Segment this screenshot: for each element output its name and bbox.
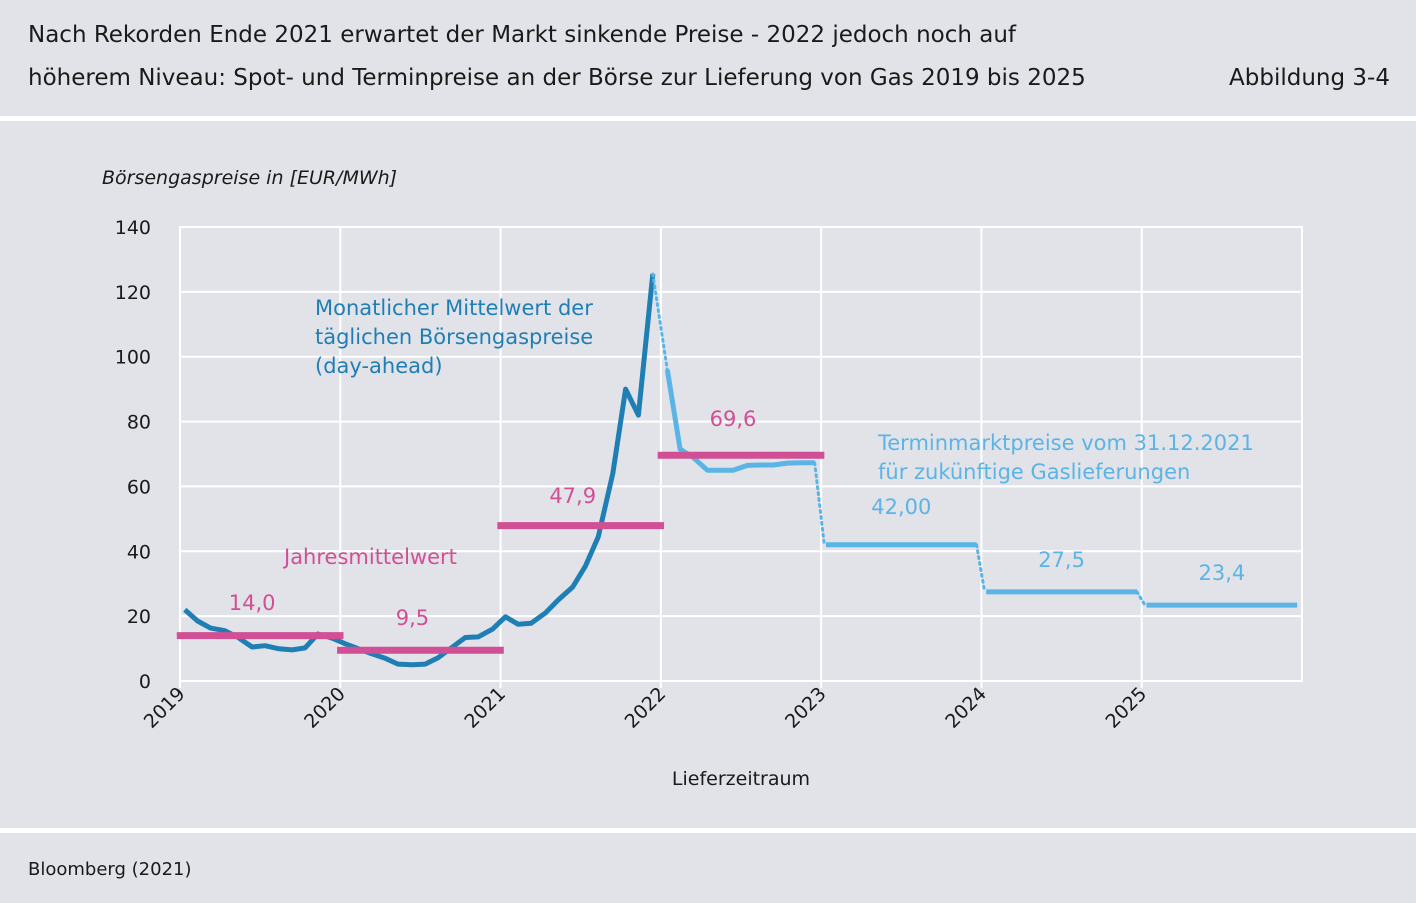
x-tick-label: 2025 xyxy=(1101,683,1151,733)
forward-series-annotation: Terminmarktpreise vom 31.12.2021 xyxy=(877,431,1254,455)
spot-series-annotation: täglichen Börsengaspreise xyxy=(315,325,593,349)
forward-connector xyxy=(813,461,826,547)
y-tick-label: 120 xyxy=(115,282,151,304)
y-tick-label: 40 xyxy=(127,541,151,563)
x-tick-label: 2022 xyxy=(621,683,671,733)
x-tick-label: 2023 xyxy=(781,683,831,733)
header: Nach Rekorden Ende 2021 erwartet der Mar… xyxy=(0,0,1416,116)
x-tick-label: 2020 xyxy=(300,683,350,733)
x-axis-label: Lieferzeitraum xyxy=(672,768,810,790)
forward-connector xyxy=(651,272,669,372)
y-tick-label: 80 xyxy=(127,412,151,434)
forward-yearly-label: 23,4 xyxy=(1198,561,1245,585)
y-tick-label: 60 xyxy=(127,476,151,498)
forward-connector xyxy=(975,543,987,594)
y-tick-label: 20 xyxy=(127,606,151,628)
title-line-1: Nach Rekorden Ende 2021 erwartet der Mar… xyxy=(28,22,1017,48)
annual-mean-annotation: Jahresmittelwert xyxy=(282,545,457,569)
spot-series-annotation: Monatlicher Mittelwert der xyxy=(315,296,593,320)
title-line-2: höherem Niveau: Spot- und Terminpreise a… xyxy=(28,65,1086,91)
x-tick-label: 2021 xyxy=(460,683,510,733)
annual-mean-label: 14,0 xyxy=(229,591,276,615)
figure-label: Abbildung 3-4 xyxy=(1229,65,1390,91)
source-note: Bloomberg (2021) xyxy=(28,859,192,880)
footer: Bloomberg (2021) xyxy=(0,833,1416,903)
x-tick-label: 2024 xyxy=(941,683,991,733)
y-tick-label: 0 xyxy=(139,671,151,693)
grid xyxy=(179,226,1303,688)
annual-mean-label: 69,6 xyxy=(710,407,757,431)
chart-panel: 0 20 40 60 80 100 120 140 2019 2020 2021 2022 2023 20… xyxy=(0,121,1416,828)
spot-series-annotation: (day-ahead) xyxy=(315,354,443,378)
y-tick-label: 100 xyxy=(115,347,151,369)
series xyxy=(176,272,1298,668)
y-tick-label: 140 xyxy=(115,217,151,239)
annual-mean-label: 47,9 xyxy=(549,484,596,508)
forward-yearly-label: 27,5 xyxy=(1038,548,1085,572)
forward-connector xyxy=(1135,590,1147,607)
spot-price-line xyxy=(183,273,656,668)
y-axis-label: Börsengaspreise in [EUR/MWh] xyxy=(102,167,397,189)
forward-yearly-label: 42,00 xyxy=(871,495,931,519)
annotations: 42,00 27,5 23,4 14,0 9,5 47,9 69,6 Monatlicher … xyxy=(229,296,1254,630)
annual-mean-label: 9,5 xyxy=(396,606,429,630)
forward-series-annotation: für zukünftige Gaslieferungen xyxy=(878,460,1190,484)
